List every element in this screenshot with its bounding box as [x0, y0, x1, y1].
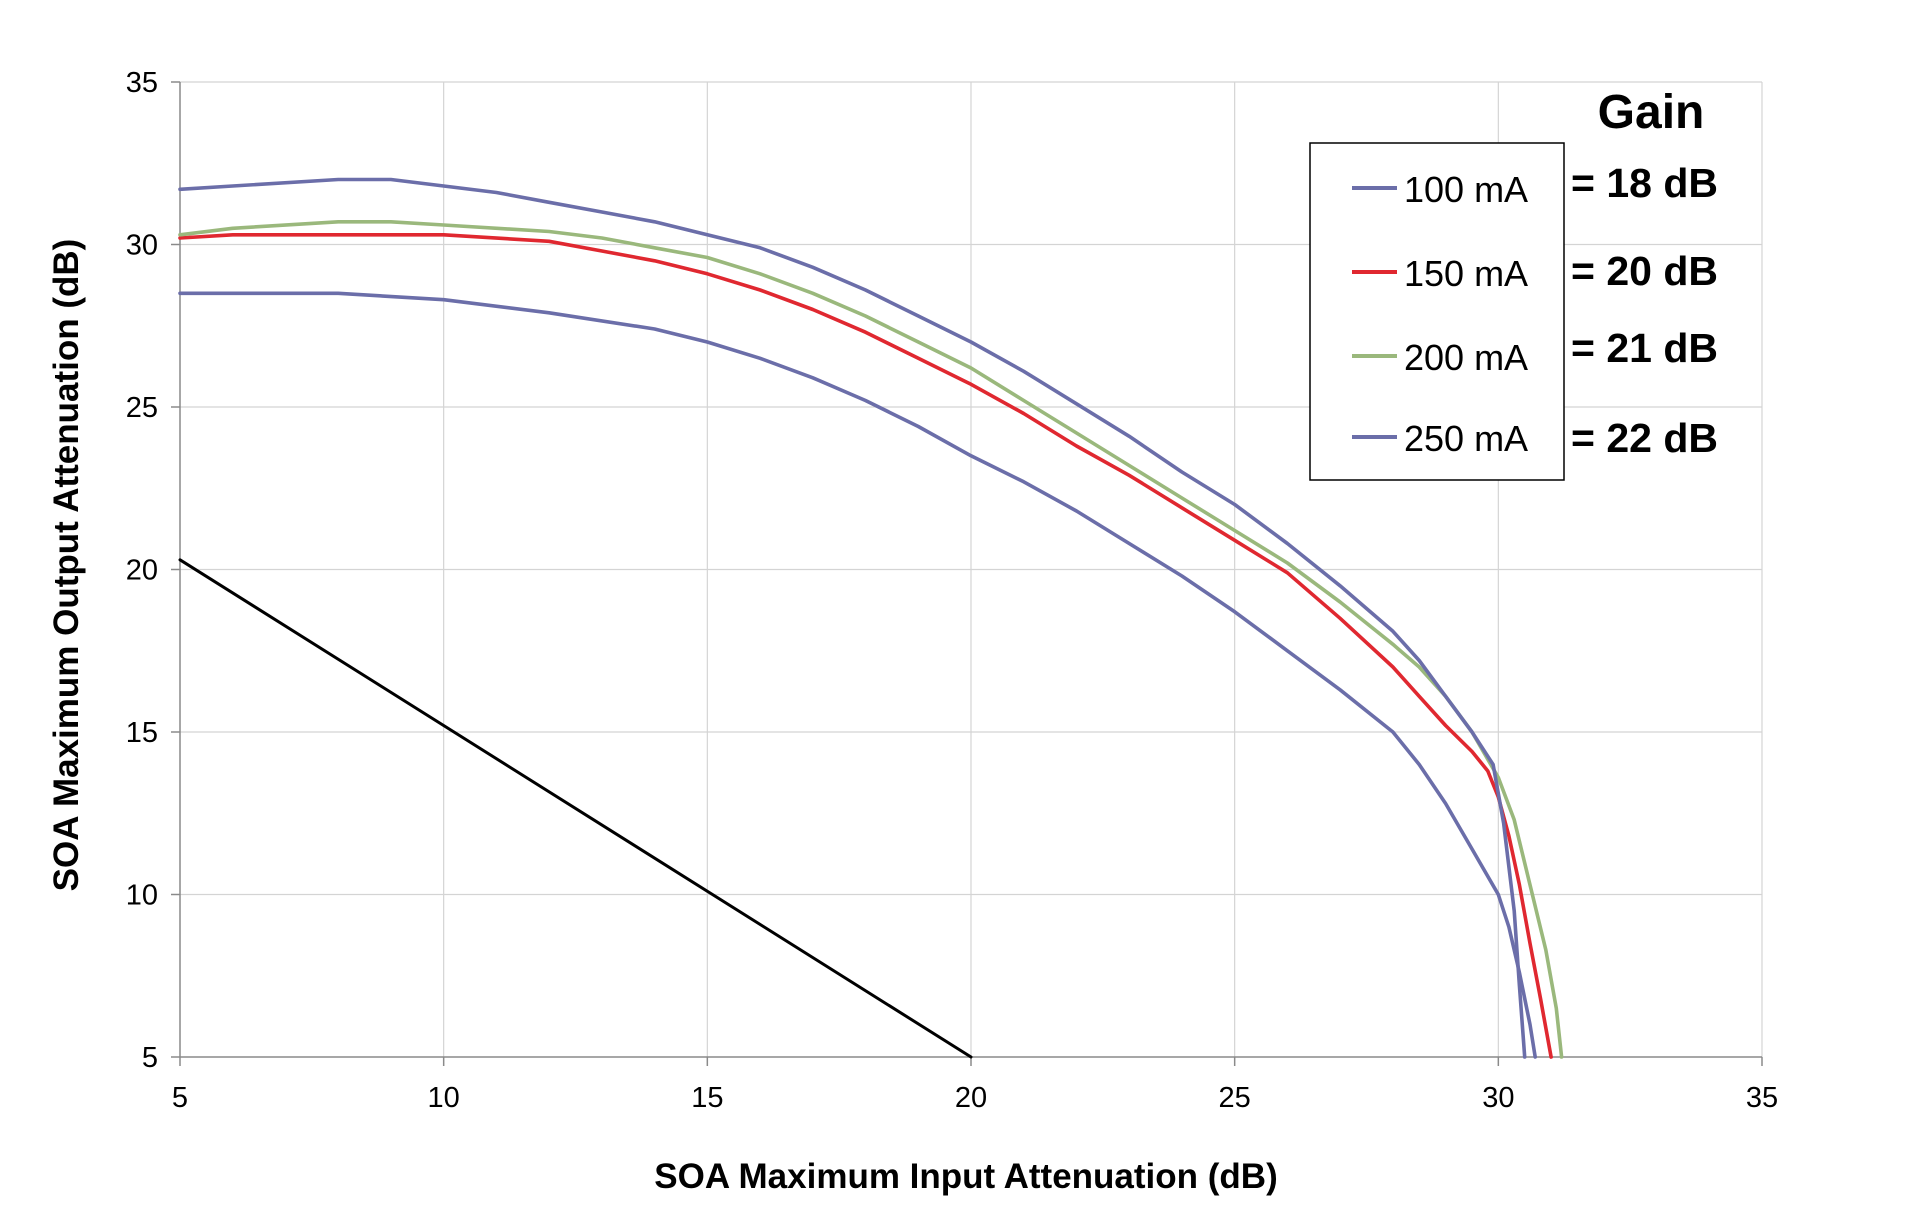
- legend-box: [1309, 142, 1565, 481]
- legend-label: 250 mA: [1404, 418, 1528, 459]
- x-tick-label: 20: [955, 1082, 987, 1114]
- x-tick-label: 10: [428, 1082, 460, 1114]
- series-line-250-ma: [178, 177, 1527, 1059]
- y-tick-label: 10: [126, 880, 158, 912]
- y-tick-label: 25: [126, 392, 158, 424]
- y-tick-label: 35: [126, 67, 158, 99]
- y-tick-label: 5: [142, 1042, 158, 1074]
- legend: 100 mA 150 mA 200 mA 250 mA: [1309, 142, 1565, 481]
- gain-value: = 22 dB: [1571, 415, 1718, 461]
- series-line-100-ma: [178, 291, 1537, 1059]
- gain-annotation: Gain = 18 dB = 20 dB = 21 dB = 22 dB: [1571, 86, 1718, 461]
- gain-value: = 18 dB: [1571, 160, 1718, 206]
- x-tick-label: 5: [172, 1082, 188, 1114]
- y-axis-title: SOA Maximum Output Attenuation (dB): [47, 239, 86, 892]
- x-tick-label: 35: [1746, 1082, 1778, 1114]
- series-lines: [178, 177, 1564, 1059]
- x-tick-label: 15: [691, 1082, 723, 1114]
- x-tick-label: 25: [1219, 1082, 1251, 1114]
- gain-value: = 21 dB: [1571, 325, 1718, 371]
- series-line-200-ma: [178, 220, 1564, 1059]
- x-tick-label: 30: [1482, 1082, 1514, 1114]
- gain-title: Gain: [1598, 86, 1705, 139]
- x-axis-title: SOA Maximum Input Attenuation (dB): [654, 1157, 1277, 1196]
- legend-label: 100 mA: [1404, 169, 1528, 210]
- y-tick-label: 15: [126, 717, 158, 749]
- legend-label: 200 mA: [1404, 337, 1528, 378]
- legend-label: 150 mA: [1404, 253, 1528, 294]
- reference-line: [178, 558, 973, 1059]
- tick-labels: 5 10 15 20 25 30 35 5 10 15 20 25 30 35: [126, 67, 1778, 1114]
- y-tick-label: 30: [126, 230, 158, 262]
- y-tick-label: 20: [126, 555, 158, 587]
- gain-value: = 20 dB: [1571, 248, 1718, 294]
